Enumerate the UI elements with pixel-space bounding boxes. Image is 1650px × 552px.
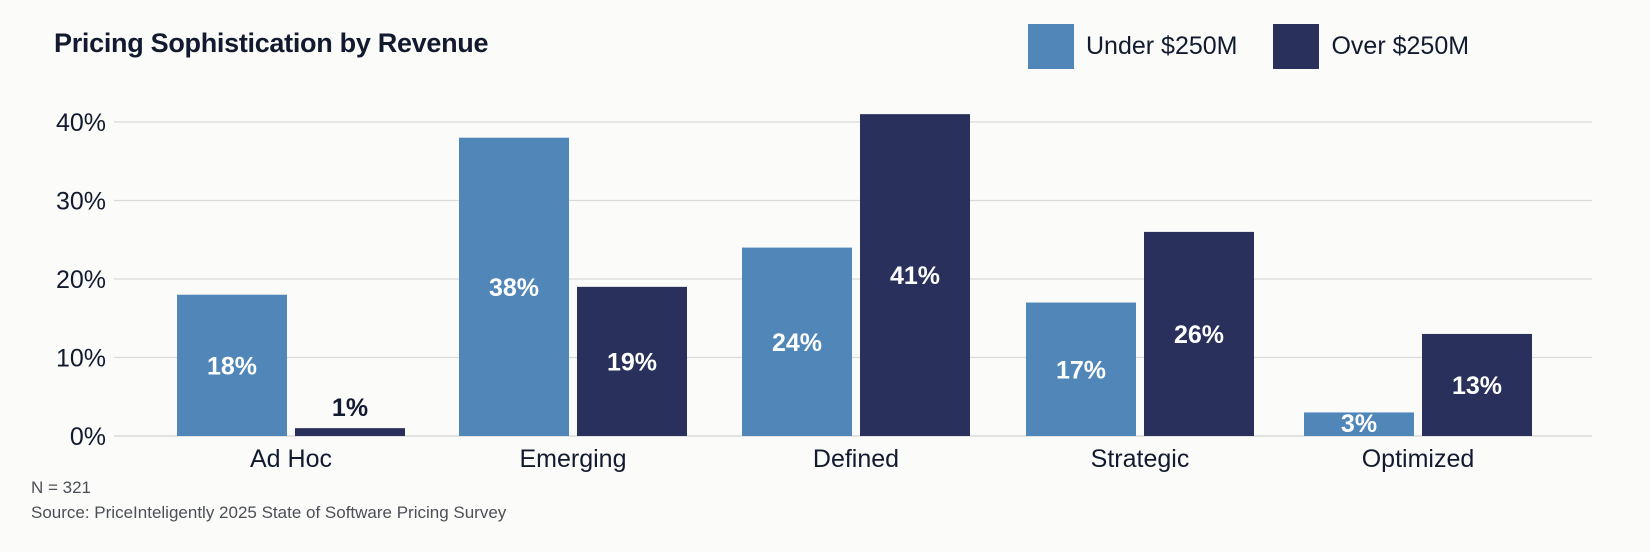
y-tick-label: 20% bbox=[56, 266, 106, 294]
bar bbox=[295, 428, 405, 436]
source-note: Source: PriceInteligently 2025 State of … bbox=[31, 503, 507, 522]
y-tick-label: 40% bbox=[56, 109, 106, 137]
bar bbox=[577, 286, 687, 436]
data-label: 41% bbox=[890, 262, 940, 290]
chart-legend: Under $250M Over $250M bbox=[1028, 24, 1505, 69]
y-tick-label: 10% bbox=[56, 345, 106, 373]
legend-swatch-over bbox=[1273, 24, 1320, 69]
legend-swatch-under bbox=[1028, 24, 1074, 69]
bar bbox=[742, 247, 852, 436]
legend-label-under: Under $250M bbox=[1086, 32, 1238, 60]
data-label: 24% bbox=[772, 329, 822, 357]
sample-size-note: N = 321 bbox=[31, 478, 92, 497]
data-label: 13% bbox=[1452, 372, 1502, 400]
bar bbox=[860, 114, 970, 437]
data-label: 3% bbox=[1341, 410, 1377, 438]
y-tick-label: 0% bbox=[70, 423, 106, 451]
x-tick-label: Defined bbox=[813, 445, 899, 473]
y-tick-label: 30% bbox=[56, 188, 106, 216]
x-tick-label: Optimized bbox=[1362, 445, 1475, 473]
data-label: 18% bbox=[207, 352, 257, 380]
x-tick-label: Ad Hoc bbox=[250, 445, 332, 473]
data-label: 38% bbox=[489, 274, 539, 302]
chart-title: Pricing Sophistication by Revenue bbox=[54, 28, 489, 58]
bar bbox=[1026, 302, 1136, 436]
bar bbox=[459, 137, 569, 436]
bar bbox=[1422, 333, 1532, 436]
bar bbox=[177, 294, 287, 436]
bar bbox=[1144, 231, 1254, 436]
data-label: 19% bbox=[607, 348, 657, 376]
legend-label-over: Over $250M bbox=[1331, 32, 1470, 60]
x-tick-label: Emerging bbox=[520, 445, 627, 473]
x-tick-label: Strategic bbox=[1091, 445, 1190, 473]
legend-item-over: Over $250M bbox=[1273, 24, 1469, 69]
legend-item-under: Under $250M bbox=[1028, 24, 1237, 69]
data-label: 1% bbox=[332, 394, 368, 422]
data-label: 26% bbox=[1174, 321, 1224, 349]
bar bbox=[1304, 412, 1414, 436]
data-label: 17% bbox=[1056, 356, 1106, 384]
